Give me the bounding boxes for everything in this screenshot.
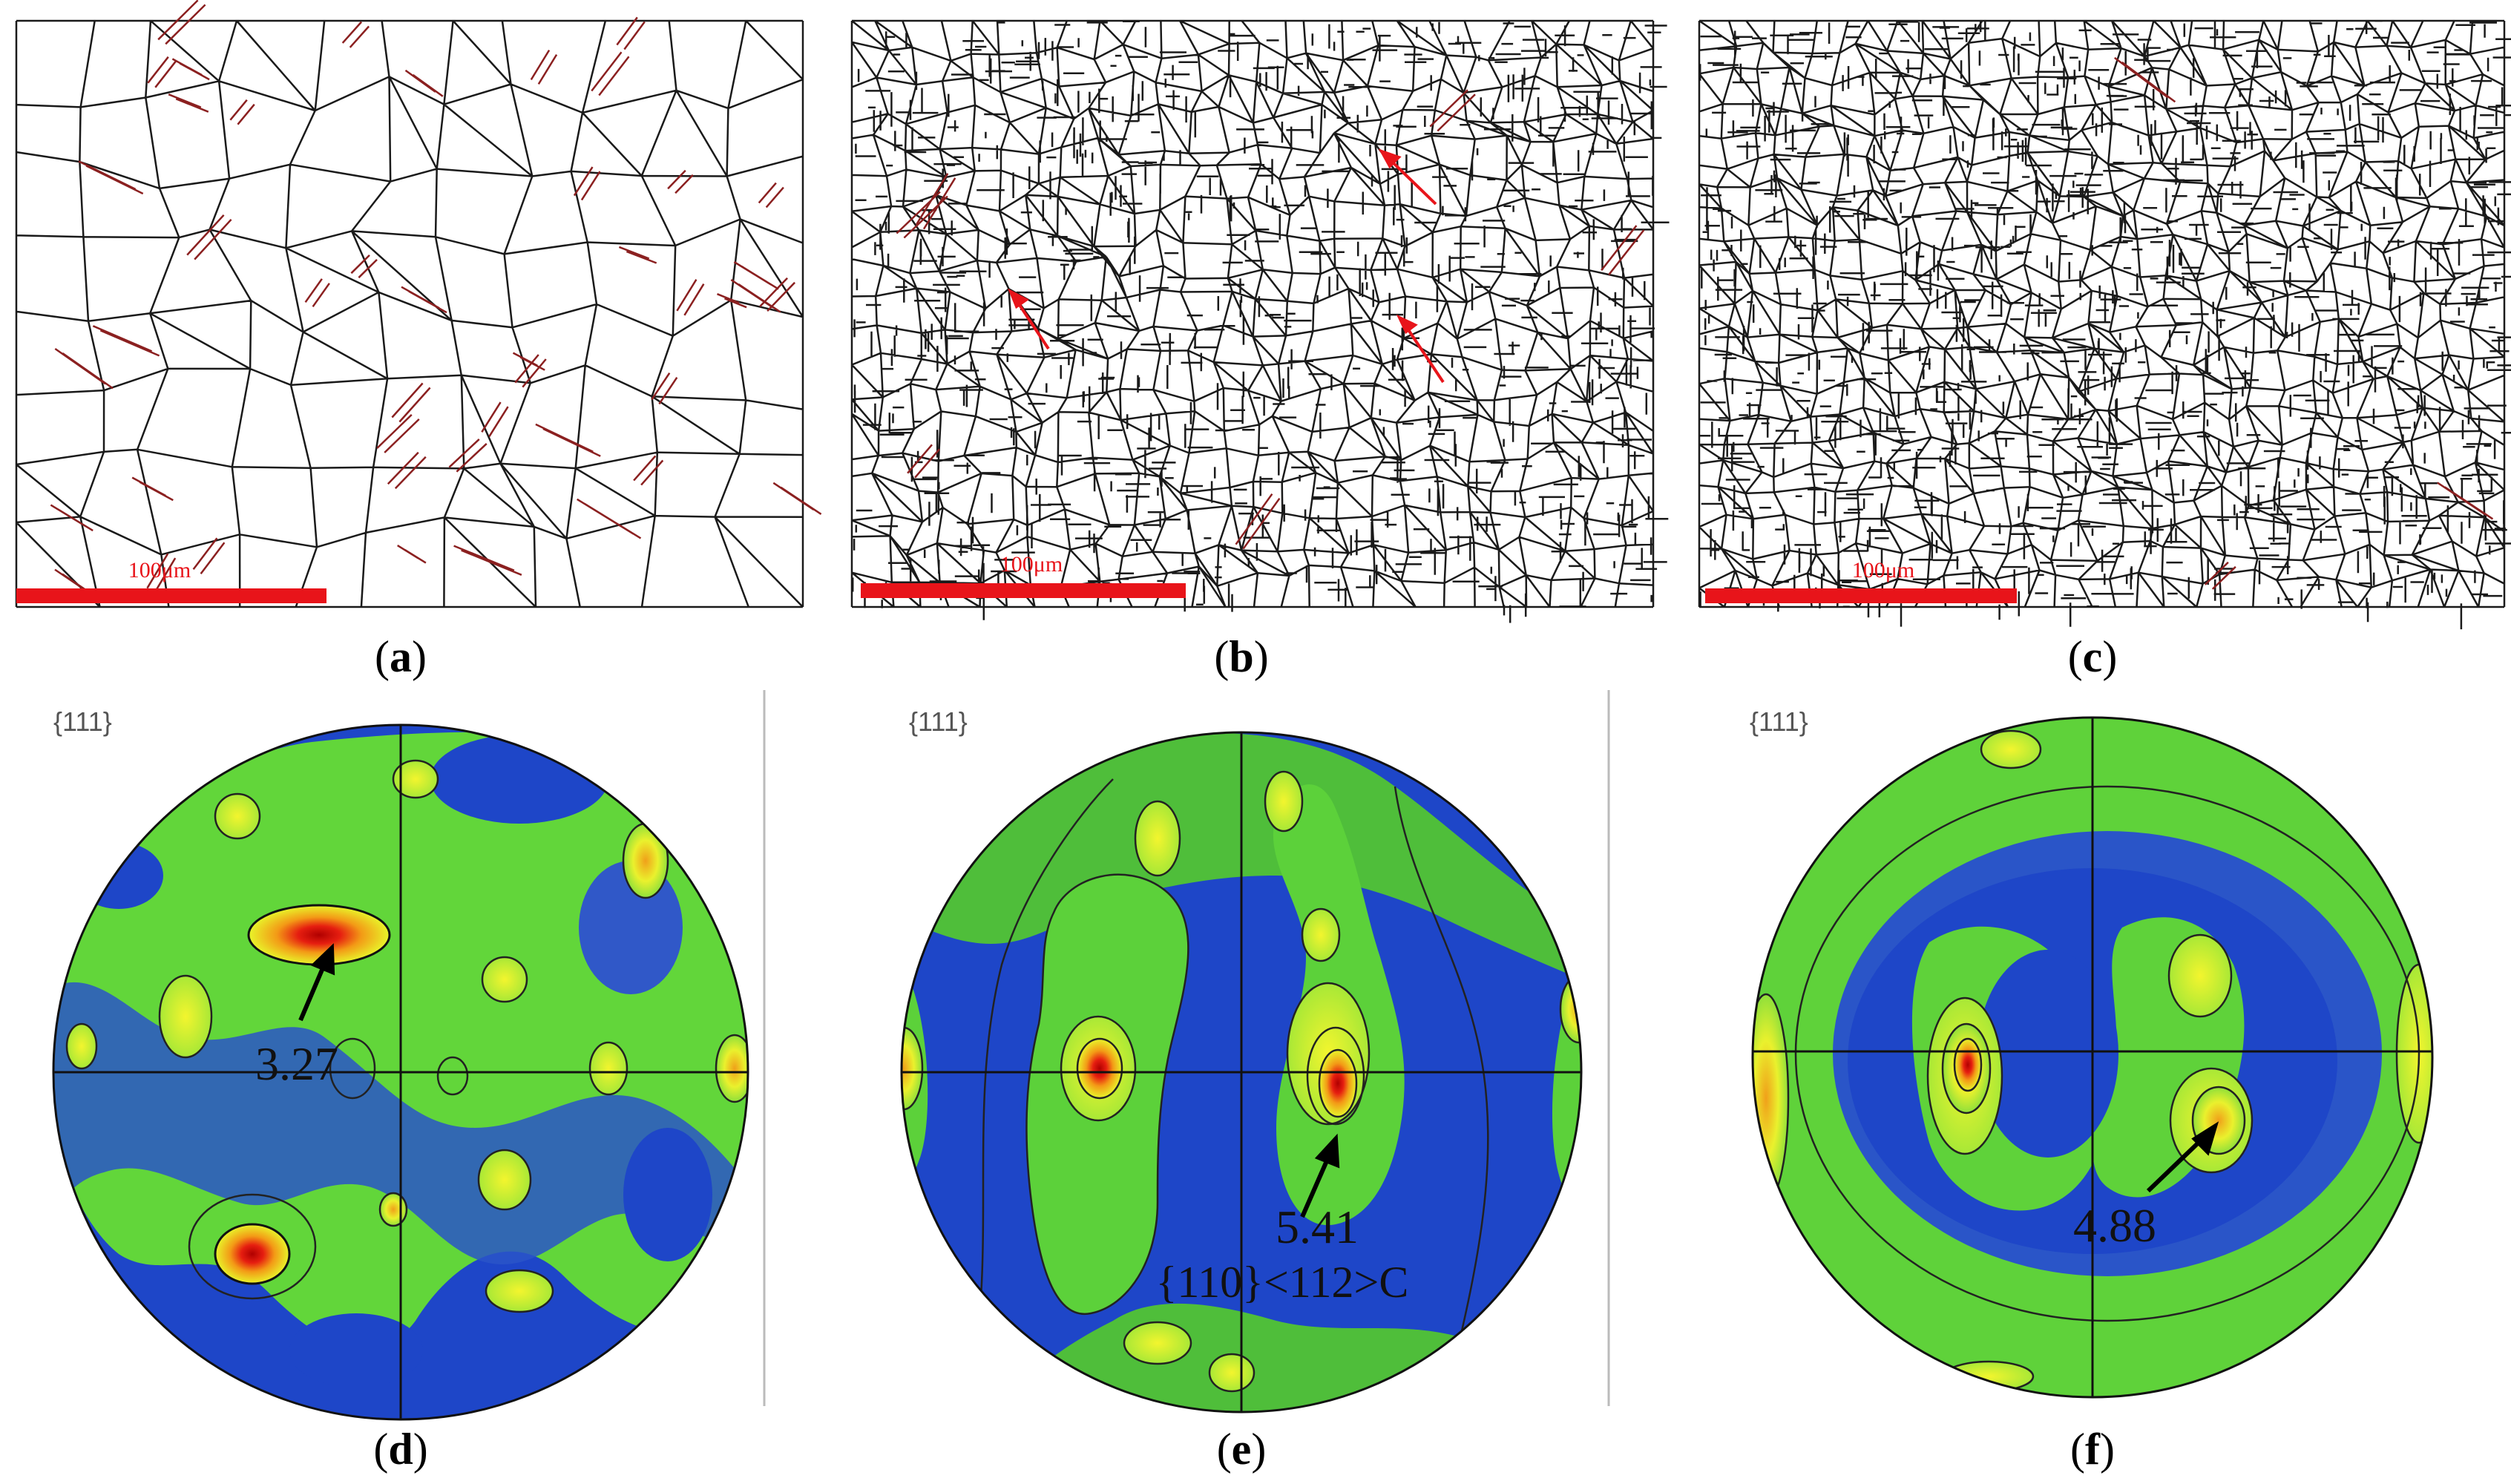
texture-label-e: {110}<112>C: [1156, 1258, 1409, 1307]
panel-b-arrows: [1008, 148, 1445, 384]
panel-a-map: [15, 0, 822, 608]
scale-bar-b-label: 100μm: [1000, 552, 1063, 577]
grain-boundaries: [850, 19, 1670, 623]
grain-boundaries: [1698, 19, 2511, 630]
twin-boundaries: [896, 89, 1645, 550]
pole-figure-e: {111}: [900, 706, 1583, 1414]
scale-bar-a-label: 100μm: [128, 558, 191, 582]
peak-value-e: 5.41: [1276, 1201, 1359, 1253]
pole-figure-f: {111} 4.88: [1750, 706, 2434, 1399]
twin-boundaries: [2114, 56, 2494, 590]
panel-label-e: (e): [1217, 1425, 1267, 1474]
scale-bar-c: 100μm: [1705, 558, 2017, 603]
pole-figure-d: {111}: [52, 706, 749, 1421]
panel-label-a: (a): [375, 632, 427, 681]
panel-label-d: (d): [373, 1425, 427, 1474]
panel-label-c: (c): [2068, 632, 2118, 681]
scale-bar-c-label: 100μm: [1852, 558, 1914, 582]
peak-arrow-e: [1300, 1133, 1340, 1218]
pole-title-e: {111}: [909, 706, 968, 737]
panel-b-map: [850, 19, 1670, 623]
panel-label-b: (b): [1214, 632, 1268, 681]
peak-arrow-d: [298, 943, 335, 1022]
pole-title-f: {111}: [1750, 706, 1808, 737]
peak-arrow-f: [2146, 1121, 2219, 1193]
pole-title-d: {111}: [53, 706, 112, 737]
panel-c-map: [1698, 19, 2511, 630]
scale-bar-a: 100μm: [16, 558, 326, 603]
panel-label-f: (f): [2070, 1425, 2115, 1474]
twin-boundaries: [50, 0, 822, 600]
peak-value-f: 4.88: [2073, 1199, 2156, 1252]
peak-value-d: 3.27: [255, 1037, 338, 1090]
scale-bar-b: 100μm: [861, 552, 1186, 598]
grain-boundaries: [15, 19, 804, 608]
